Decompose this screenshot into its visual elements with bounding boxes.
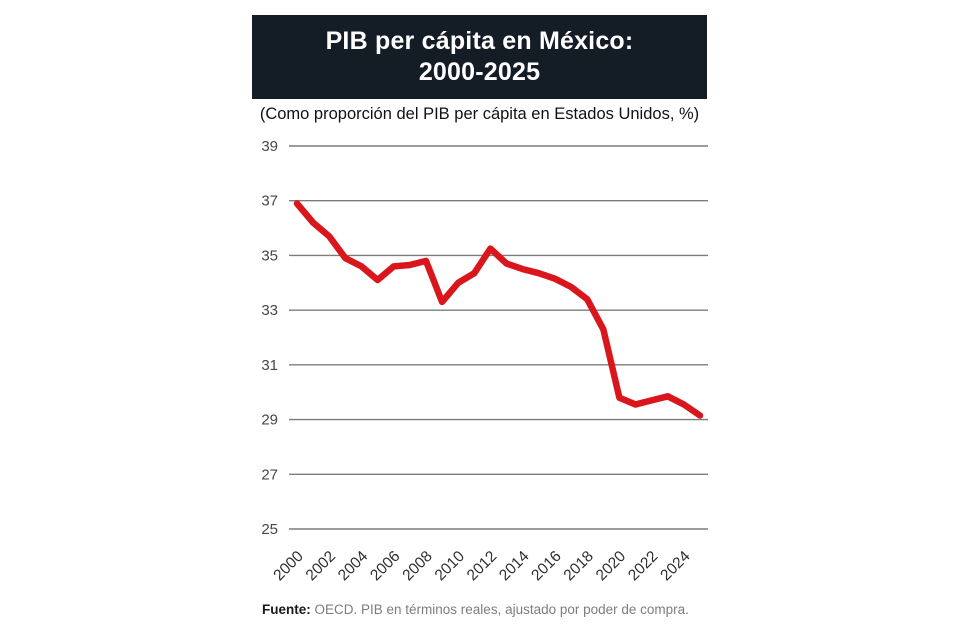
source-label: Fuente: [262,602,311,617]
y-tick-label-29: 29 [261,412,278,429]
x-tick-label-2018: 2018 [561,548,597,584]
x-tick-label-2022: 2022 [625,548,661,584]
y-tick-label-39: 39 [261,138,278,155]
x-tick-label-2010: 2010 [432,548,469,585]
x-tick-label-2024: 2024 [657,548,694,585]
y-tick-label-31: 31 [261,357,278,374]
y-tick-label-27: 27 [261,466,278,483]
x-tick-label-2012: 2012 [464,548,500,584]
source-text: OECD. PIB en términos reales, ajustado p… [310,602,689,617]
source-note: Fuente: OECD. PIB en términos reales, aj… [262,602,822,617]
x-tick-label-2000: 2000 [270,548,307,585]
y-tick-label-35: 35 [261,247,278,264]
chart-title-line2: 2000-2025 [418,58,541,86]
x-tick-label-2002: 2002 [303,548,339,584]
y-tick-label-37: 37 [261,193,278,210]
x-tick-label-2014: 2014 [496,548,533,585]
chart-title-box: PIB per cápita en México: 2000-2025 [252,15,707,99]
data-line-mexico-pib [293,200,704,419]
x-tick-label-2020: 2020 [593,548,630,585]
chart-subtitle: (Como proporción del PIB per cápita en E… [259,105,700,123]
x-tick-label-2004: 2004 [335,548,372,585]
x-tick-label-2016: 2016 [528,548,564,584]
x-tick-label-2008: 2008 [399,548,435,584]
chart-title-line1: PIB per cápita en México: [325,27,634,55]
x-tick-label-2006: 2006 [367,548,403,584]
y-tick-label-33: 33 [261,302,278,319]
y-tick-label-25: 25 [261,521,278,538]
